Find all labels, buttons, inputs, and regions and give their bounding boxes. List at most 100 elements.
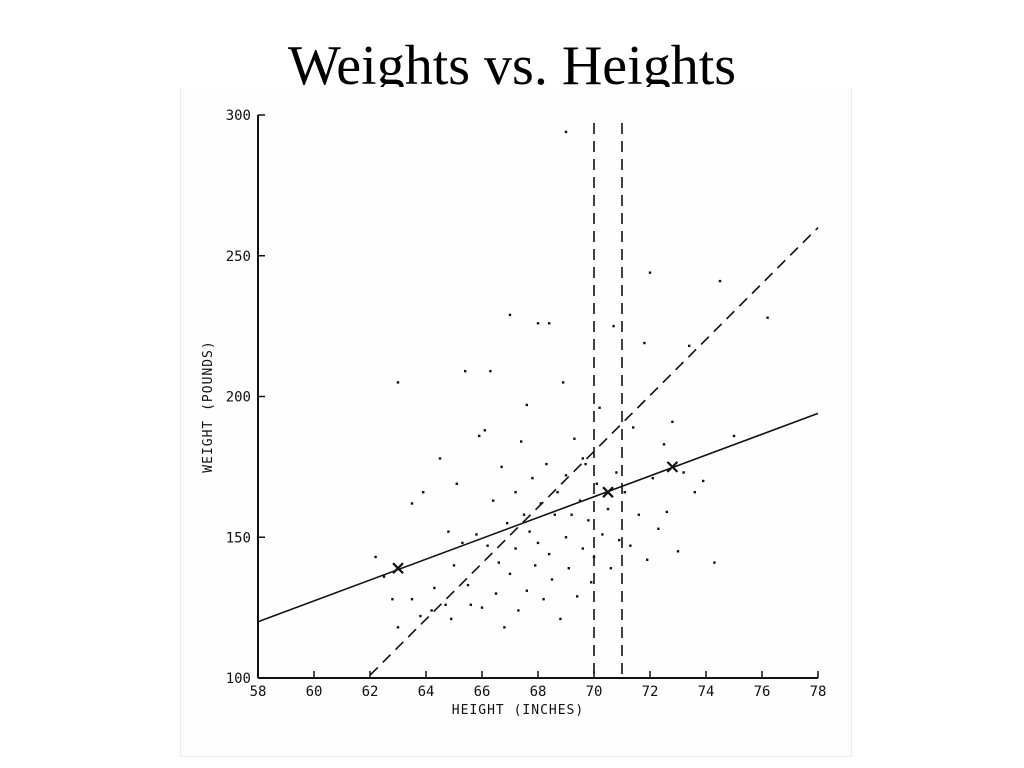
data-point	[508, 313, 512, 317]
data-point	[374, 555, 377, 559]
data-point	[514, 491, 517, 494]
y-tick-label: 300	[226, 108, 251, 124]
data-point	[581, 547, 584, 550]
data-point	[480, 606, 484, 609]
x-tick-label: 72	[642, 684, 659, 700]
data-point	[587, 519, 590, 522]
data-point	[438, 457, 442, 460]
data-point	[548, 552, 551, 556]
data-point	[494, 592, 498, 595]
data-point	[525, 589, 528, 592]
data-point	[688, 344, 691, 348]
data-point	[522, 513, 526, 516]
data-point	[609, 567, 612, 570]
data-point	[564, 536, 568, 539]
data-point	[550, 578, 554, 581]
data-point	[623, 491, 626, 494]
y-axis-title: WEIGHT (POUNDS)	[201, 340, 216, 472]
data-point	[671, 420, 674, 424]
data-point	[447, 530, 450, 533]
y-tick-label: 250	[226, 249, 251, 265]
data-point	[632, 426, 635, 429]
x-tick-label: 68	[530, 684, 547, 700]
x-marker	[602, 486, 614, 498]
data-point	[528, 530, 531, 533]
data-point	[461, 541, 464, 545]
data-point	[422, 491, 425, 494]
data-point	[766, 316, 769, 319]
data-point	[553, 513, 556, 516]
data-point	[598, 406, 601, 409]
data-point	[576, 595, 579, 598]
data-point	[612, 324, 615, 328]
data-point	[503, 626, 506, 629]
data-point	[595, 482, 598, 485]
data-point	[648, 271, 652, 274]
data-point	[469, 603, 472, 607]
data-point	[657, 527, 660, 531]
x-tick-label: 70	[586, 684, 603, 700]
data-point	[581, 457, 584, 460]
x-tick-label: 78	[810, 684, 827, 700]
data-point	[570, 513, 573, 516]
x-tick-label: 76	[754, 684, 771, 700]
data-point	[455, 482, 458, 485]
solid-regression-line	[257, 412, 819, 623]
data-point	[450, 617, 453, 621]
data-point	[391, 597, 394, 601]
data-point	[584, 462, 587, 466]
data-point	[662, 443, 666, 446]
data-point	[466, 583, 470, 587]
data-point	[702, 479, 705, 483]
data-point	[564, 474, 568, 477]
y-tick-label: 200	[226, 390, 251, 406]
data-point	[497, 561, 500, 564]
data-point	[567, 567, 570, 570]
x-tick-label: 62	[362, 684, 379, 700]
data-point	[732, 434, 736, 438]
data-point	[556, 491, 559, 494]
data-point	[578, 499, 582, 502]
data-point	[444, 603, 447, 607]
data-point	[396, 381, 400, 384]
data-point	[718, 279, 722, 283]
data-point	[643, 341, 646, 345]
data-point	[646, 558, 649, 561]
data-point	[651, 476, 654, 480]
data-point	[478, 434, 481, 438]
data-point	[536, 541, 540, 545]
x-marker	[666, 461, 679, 473]
data-point	[452, 564, 456, 567]
y-tick-label: 100	[226, 671, 251, 687]
data-point	[615, 471, 618, 474]
data-point	[545, 462, 548, 466]
data-point	[606, 507, 610, 511]
data-point	[517, 609, 520, 612]
data-point	[382, 575, 386, 578]
data-point	[562, 381, 565, 384]
data-point	[637, 513, 640, 516]
data-point	[475, 533, 478, 536]
data-point	[629, 544, 632, 547]
data-point	[430, 609, 433, 612]
x-tick-label: 66	[474, 684, 491, 700]
data-point	[548, 322, 551, 325]
data-point	[713, 561, 716, 564]
data-point	[693, 491, 696, 494]
data-point	[564, 130, 568, 134]
chart-panel	[180, 87, 852, 757]
data-point	[682, 471, 685, 474]
data-point	[559, 617, 562, 621]
data-point	[410, 597, 414, 601]
x-axis-title: HEIGHT (INCHES)	[452, 703, 584, 718]
data-point	[536, 322, 540, 325]
slide-title: Weights vs. Heights	[287, 38, 737, 90]
data-point	[410, 502, 414, 505]
data-point	[590, 581, 593, 584]
data-point	[618, 538, 621, 542]
data-point	[486, 544, 489, 547]
data-point	[520, 440, 523, 443]
data-point	[508, 572, 512, 576]
data-point	[514, 547, 517, 550]
